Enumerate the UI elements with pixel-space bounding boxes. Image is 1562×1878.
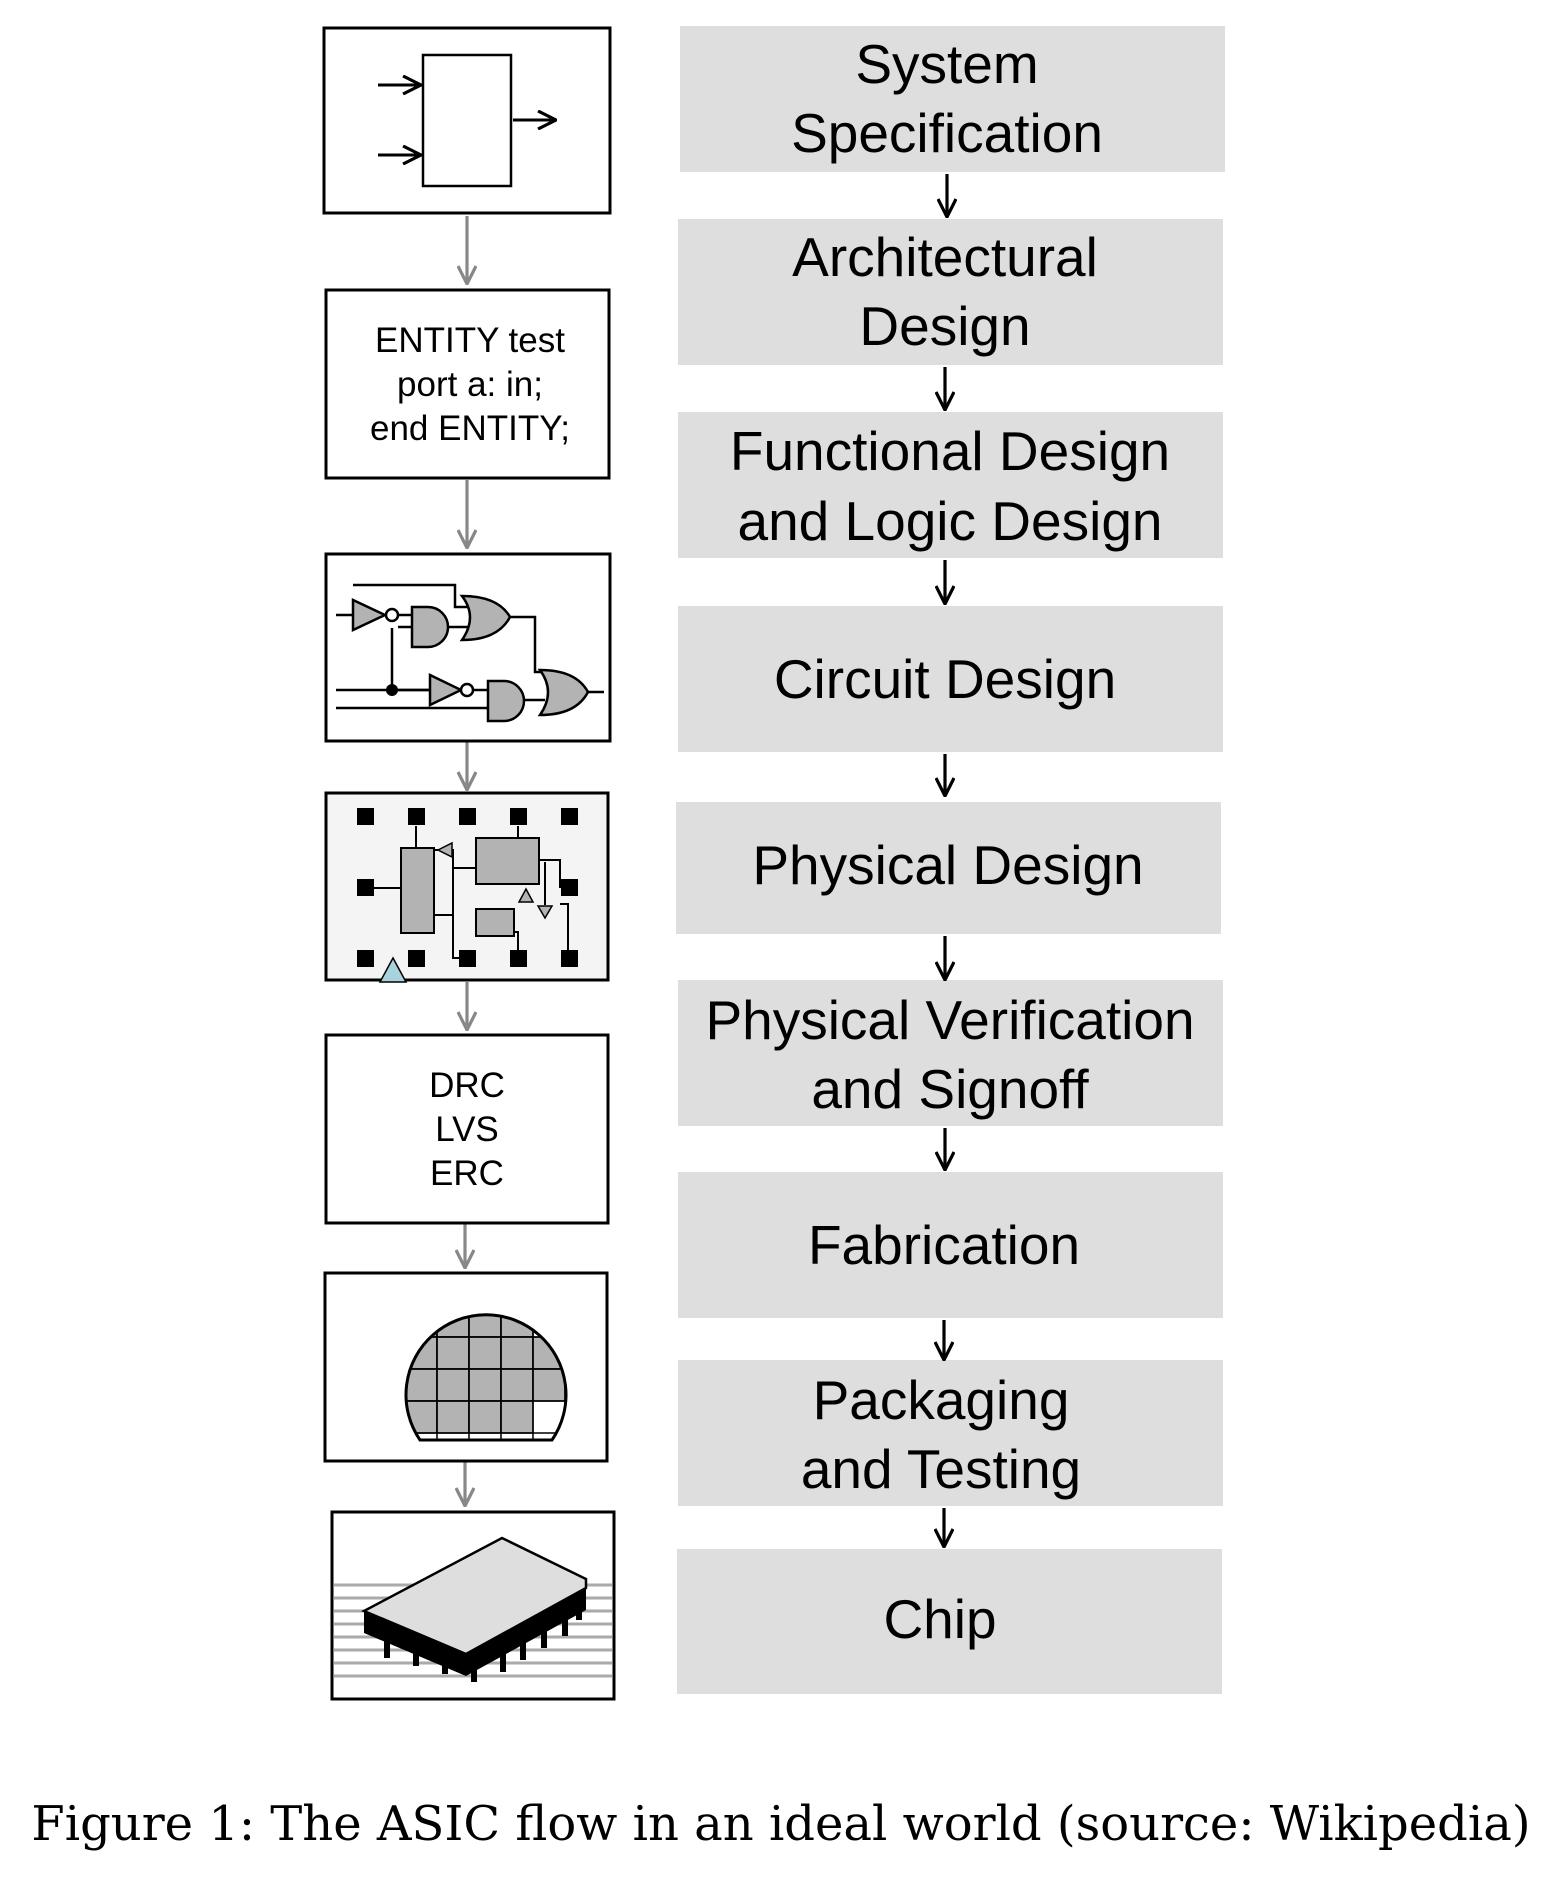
chip-body-front xyxy=(466,1588,586,1676)
io-pin xyxy=(378,956,408,983)
stage-architectural-design: Architectural Design xyxy=(678,219,1223,365)
code-line: port a: in; xyxy=(397,365,543,404)
chip-package-illustration xyxy=(330,1510,616,1701)
stage-label-line: Functional Design xyxy=(730,420,1170,482)
layout-cell xyxy=(475,837,540,885)
stage-label-line: Design xyxy=(859,295,1030,357)
verification-checks-illustration: DRC LVS ERC xyxy=(324,1033,610,1225)
stage-label-line: and Signoff xyxy=(811,1058,1089,1120)
stage-label-line: Fabrication xyxy=(808,1214,1080,1276)
stage-chip: Chip xyxy=(677,1549,1222,1694)
chip-body-top xyxy=(361,1536,588,1656)
io-pads xyxy=(357,808,578,967)
stage-functional-logic-design: Functional Design and Logic Design xyxy=(678,412,1223,558)
stage-fabrication: Fabrication xyxy=(678,1172,1223,1318)
stage-label-line: Chip xyxy=(883,1588,996,1650)
stage-label-line: and Logic Design xyxy=(737,490,1162,552)
check-line: ERC xyxy=(430,1154,504,1193)
or-gate xyxy=(537,668,590,717)
stage-label-line: Specification xyxy=(791,102,1103,164)
chip-body-side xyxy=(364,1611,466,1676)
stage-circuit-design: Circuit Design xyxy=(678,606,1223,752)
figure-caption: Figure 1: The ASIC flow in an ideal worl… xyxy=(31,1796,1531,1852)
code-line: end ENTITY; xyxy=(370,409,570,448)
wafer-illustration xyxy=(323,1271,609,1463)
stage-label-line: Circuit Design xyxy=(774,648,1116,710)
and-gate xyxy=(486,679,526,723)
stage-label-line: Packaging xyxy=(813,1369,1070,1431)
stage-column: System Specification Architectural Desig… xyxy=(676,26,1225,1694)
stage-label-line: System xyxy=(855,33,1038,95)
block-diagram-illustration xyxy=(322,26,612,215)
vhdl-code-illustration: ENTITY test port a: in; end ENTITY; xyxy=(324,288,611,480)
stage-arrows xyxy=(944,174,947,1547)
layout-illustration xyxy=(324,791,610,983)
code-line: ENTITY test xyxy=(375,321,565,360)
layout-cell xyxy=(400,847,435,934)
stage-physical-design: Physical Design xyxy=(676,802,1221,934)
stage-label-line: Architectural xyxy=(792,226,1098,288)
stage-label-line: Physical Verification xyxy=(705,989,1194,1051)
stage-label-line: Physical Design xyxy=(752,834,1143,896)
inverter-gate xyxy=(428,673,464,707)
inverter-gate xyxy=(351,598,388,632)
illustration-arrows xyxy=(465,216,467,1506)
stage-label-line: and Testing xyxy=(801,1438,1081,1500)
stage-system-specification: System Specification xyxy=(680,26,1225,172)
stage-packaging-testing: Packaging and Testing xyxy=(678,1360,1223,1506)
logic-gates-illustration xyxy=(324,552,612,743)
check-line: DRC xyxy=(429,1066,505,1105)
layout-cell xyxy=(475,908,515,937)
check-line: LVS xyxy=(435,1110,499,1149)
or-gate xyxy=(459,594,512,642)
stage-physical-verification-signoff: Physical Verification and Signoff xyxy=(678,980,1223,1126)
and-gate xyxy=(410,605,450,649)
